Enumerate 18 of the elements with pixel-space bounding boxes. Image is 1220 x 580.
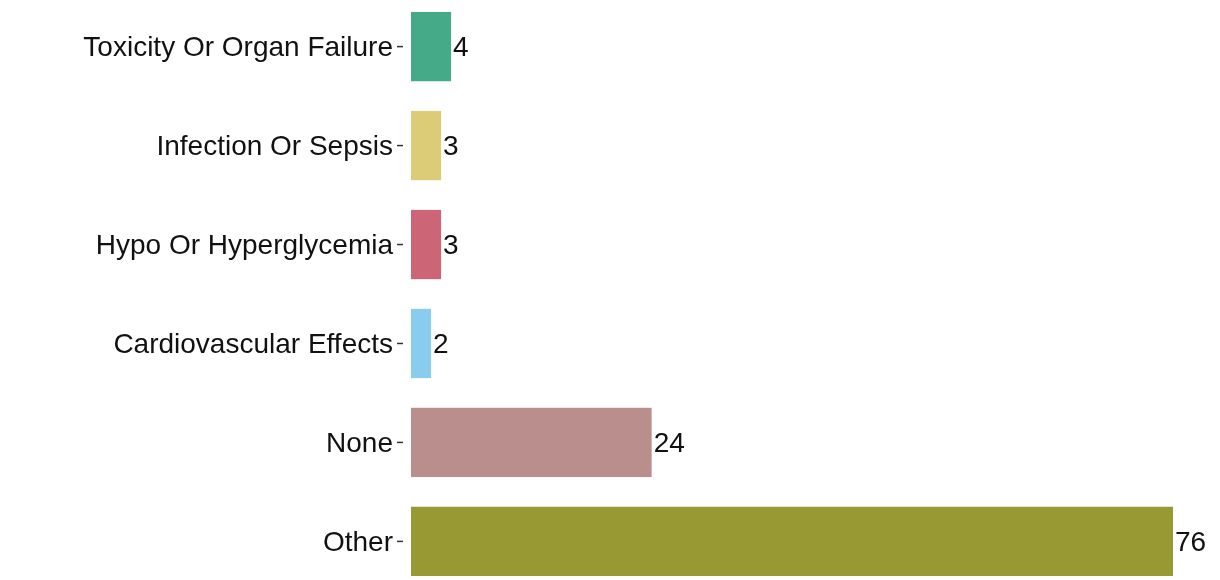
data-label: 3 <box>443 130 459 162</box>
y-tick-label: Cardiovascular Effects <box>113 328 393 360</box>
y-tick-label: None <box>326 427 393 459</box>
bar <box>411 407 652 478</box>
y-tick-label: Toxicity Or Organ Failure <box>83 31 393 63</box>
bar <box>411 110 442 181</box>
data-label: 4 <box>453 31 469 63</box>
bar <box>411 308 432 379</box>
y-tick-label: Hypo Or Hyperglycemia <box>95 229 394 261</box>
data-label: 76 <box>1175 526 1207 558</box>
data-label: 3 <box>443 229 459 261</box>
bar <box>411 11 452 82</box>
data-label: 2 <box>433 328 449 360</box>
bar <box>411 209 442 280</box>
y-tick-label: Other <box>322 526 393 558</box>
data-label: 24 <box>653 427 685 459</box>
y-tick-label: Infection Or Sepsis <box>156 130 393 162</box>
bar <box>411 506 1173 577</box>
